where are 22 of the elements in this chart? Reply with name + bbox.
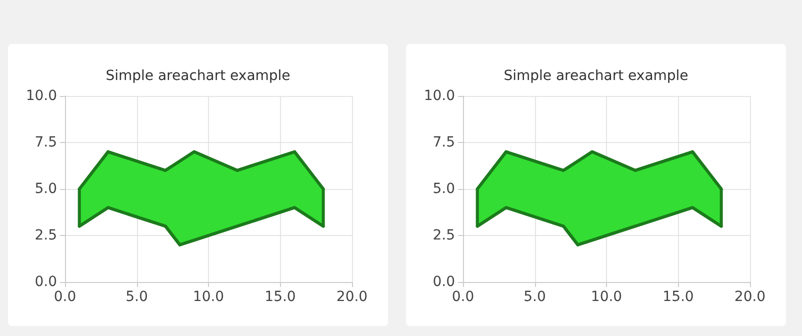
x-tick-label: 5.0: [126, 289, 148, 305]
x-tick-label: 5.0: [524, 289, 546, 305]
chart-title: Simple areachart example: [504, 68, 688, 84]
chart-title: Simple areachart example: [106, 68, 290, 84]
x-tick-label: 0.0: [452, 289, 474, 305]
x-tick-label: 15.0: [662, 289, 694, 305]
y-tick-label: 5.0: [432, 181, 455, 197]
y-tick-label: 0.0: [432, 274, 455, 290]
y-tick-label: 5.0: [34, 181, 57, 197]
x-tick-label: 10.0: [590, 289, 622, 305]
y-tick-label: 10.0: [26, 88, 57, 104]
x-tick-label: 10.0: [192, 289, 224, 305]
x-tick-label: 20.0: [734, 289, 766, 305]
y-tick-label: 2.5: [34, 228, 57, 244]
x-tick-label: 20.0: [336, 289, 368, 305]
y-tick-label: 0.0: [34, 274, 57, 290]
x-tick-label: 15.0: [264, 289, 296, 305]
x-tick-label: 0.0: [54, 289, 76, 305]
y-tick-label: 7.5: [34, 134, 57, 150]
y-tick-label: 2.5: [432, 228, 455, 244]
y-tick-label: 7.5: [432, 134, 455, 150]
y-tick-label: 10.0: [424, 88, 455, 104]
